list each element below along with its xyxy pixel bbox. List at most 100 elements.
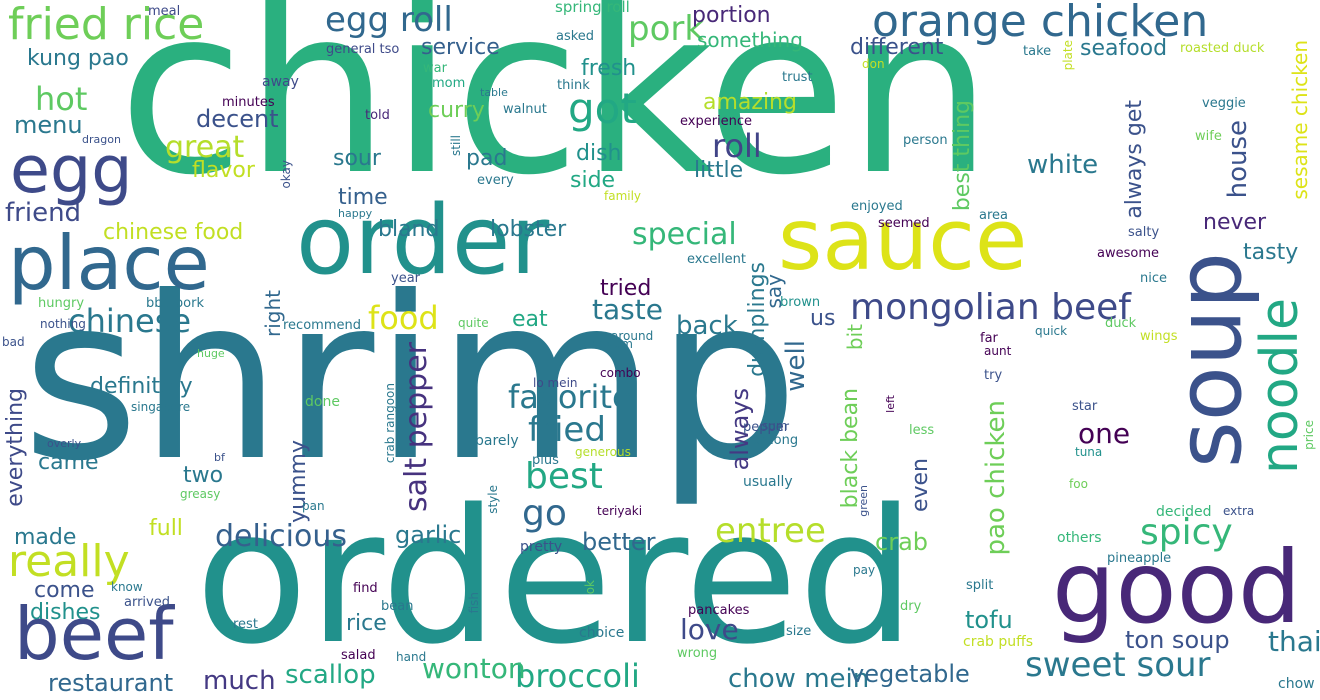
cloud-word: ton soup bbox=[1125, 626, 1230, 654]
cloud-word: trust bbox=[782, 70, 813, 85]
cloud-word: awesome bbox=[1097, 246, 1159, 261]
cloud-word: seemed bbox=[878, 216, 930, 231]
cloud-word: minutes bbox=[222, 95, 275, 110]
cloud-word: pork bbox=[628, 9, 705, 49]
cloud-word: orange chicken bbox=[872, 0, 1209, 47]
cloud-word: bf bbox=[214, 451, 225, 464]
cloud-word: wife bbox=[1195, 129, 1222, 144]
cloud-word: tried bbox=[600, 276, 652, 301]
cloud-word: pao chicken bbox=[981, 400, 1011, 556]
cloud-word: egg roll bbox=[325, 0, 453, 40]
cloud-word: special bbox=[632, 217, 737, 252]
cloud-word: curry bbox=[428, 98, 485, 123]
cloud-word: know bbox=[111, 580, 143, 594]
cloud-word: better bbox=[582, 528, 656, 556]
cloud-word: overly bbox=[47, 437, 82, 450]
cloud-word: year bbox=[391, 271, 421, 286]
cloud-word: sour bbox=[333, 146, 381, 171]
cloud-word: mom bbox=[432, 76, 466, 91]
cloud-word: walnut bbox=[503, 102, 547, 117]
cloud-word: find bbox=[353, 581, 378, 596]
cloud-word: amazing bbox=[703, 90, 797, 115]
cloud-word: definitely bbox=[90, 374, 193, 399]
cloud-word: came bbox=[38, 450, 99, 475]
cloud-word: sauce bbox=[778, 191, 1028, 290]
cloud-word: best bbox=[525, 456, 603, 497]
cloud-word: extra bbox=[1223, 504, 1255, 518]
cloud-word: pineapple bbox=[1107, 551, 1172, 566]
cloud-word: roll bbox=[712, 127, 762, 165]
cloud-word: great bbox=[165, 130, 245, 165]
cloud-word: bland bbox=[378, 217, 440, 242]
cloud-word: sesame chicken bbox=[1288, 40, 1312, 200]
cloud-word: hungry bbox=[38, 296, 85, 311]
cloud-word: still bbox=[449, 135, 463, 156]
cloud-word: singapore bbox=[131, 400, 191, 414]
cloud-word: best thing bbox=[950, 100, 975, 212]
cloud-word: time bbox=[338, 185, 388, 210]
cloud-word: pay bbox=[853, 563, 876, 577]
cloud-word: pepper bbox=[743, 420, 790, 435]
cloud-word: crab bbox=[875, 528, 929, 556]
cloud-word: others bbox=[1057, 530, 1102, 546]
cloud-word: recommend bbox=[283, 318, 361, 333]
cloud-word: noodle bbox=[1250, 298, 1310, 475]
cloud-word: generous bbox=[575, 445, 631, 459]
cloud-word: friend bbox=[5, 198, 82, 228]
cloud-word: table bbox=[480, 86, 508, 99]
cloud-word: go bbox=[522, 493, 567, 534]
cloud-word: sweet sour bbox=[1025, 645, 1211, 685]
cloud-word: really bbox=[8, 536, 130, 587]
cloud-word: much bbox=[203, 666, 276, 696]
cloud-word: little bbox=[694, 158, 744, 183]
cloud-word: choice bbox=[579, 625, 625, 641]
cloud-word: lo mein bbox=[533, 376, 578, 390]
cloud-word: away bbox=[262, 74, 299, 90]
cloud-word: style bbox=[486, 485, 500, 514]
cloud-word: two bbox=[183, 463, 224, 488]
cloud-word: combo bbox=[600, 366, 641, 380]
cloud-word: flavor bbox=[192, 158, 255, 183]
cloud-word: made bbox=[14, 525, 77, 550]
cloud-word: bean bbox=[381, 599, 414, 614]
cloud-word: crab rangoon bbox=[383, 383, 397, 464]
cloud-word: beef bbox=[14, 592, 174, 676]
cloud-word: decent bbox=[196, 105, 279, 133]
cloud-word: far bbox=[980, 331, 998, 346]
cloud-word: shrimp bbox=[22, 249, 799, 511]
cloud-word: portion bbox=[692, 3, 771, 28]
cloud-word: split bbox=[966, 578, 994, 593]
cloud-word: different bbox=[850, 35, 944, 60]
cloud-word: ordered bbox=[195, 469, 916, 685]
cloud-word: general tso bbox=[326, 42, 400, 57]
cloud-word: pancakes bbox=[688, 603, 750, 618]
cloud-word: full bbox=[149, 516, 183, 541]
cloud-word: pretty bbox=[520, 539, 563, 555]
cloud-word: excellent bbox=[687, 252, 746, 267]
cloud-word: okay bbox=[279, 160, 293, 189]
cloud-word: place bbox=[8, 219, 210, 307]
cloud-word: sum bbox=[762, 419, 788, 433]
cloud-word: nice bbox=[1140, 271, 1167, 286]
cloud-word: good bbox=[1052, 529, 1302, 646]
cloud-word: chow mein bbox=[728, 664, 870, 694]
cloud-word: bad bbox=[2, 335, 25, 349]
cloud-word: foo bbox=[1069, 477, 1088, 491]
cloud-word: chinese bbox=[68, 302, 192, 340]
cloud-word: side bbox=[570, 168, 616, 193]
cloud-word: something bbox=[697, 28, 803, 52]
cloud-word: asked bbox=[556, 29, 595, 44]
cloud-word: usually bbox=[743, 474, 793, 490]
cloud-word: right bbox=[261, 290, 285, 337]
cloud-word: rice bbox=[346, 611, 387, 636]
cloud-word: take bbox=[1023, 44, 1052, 59]
cloud-word: plate bbox=[1061, 40, 1075, 71]
cloud-word: thai bbox=[1268, 625, 1320, 658]
cloud-word: decided bbox=[1156, 504, 1212, 520]
cloud-word: order bbox=[296, 186, 550, 296]
cloud-word: think bbox=[557, 78, 590, 93]
cloud-word: kung pao bbox=[27, 46, 129, 71]
cloud-word: enjoyed bbox=[851, 199, 903, 214]
cloud-word: fried rice bbox=[8, 0, 205, 50]
cloud-word: among bbox=[753, 433, 799, 448]
